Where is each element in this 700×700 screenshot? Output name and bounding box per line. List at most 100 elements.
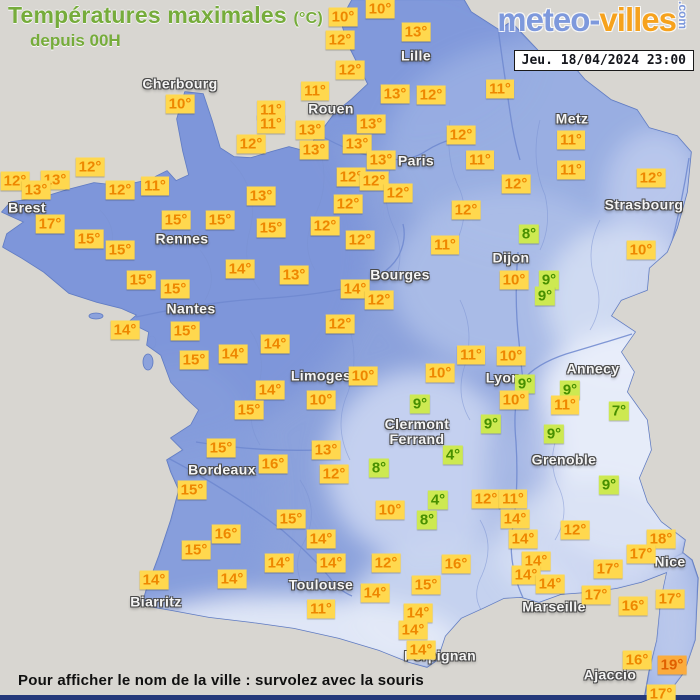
temp-badge[interactable]: 11° [551, 395, 579, 415]
temp-badge[interactable]: 12° [560, 520, 590, 540]
temp-badge[interactable]: 12° [451, 200, 481, 220]
temp-badge[interactable]: 13° [342, 134, 372, 154]
temp-badge[interactable]: 13° [401, 22, 431, 42]
temp-badge[interactable]: 11° [307, 599, 335, 619]
temp-badge[interactable]: 11° [141, 176, 169, 196]
temp-badge[interactable]: 13° [295, 120, 325, 140]
temp-badge[interactable]: 11° [457, 345, 485, 365]
temp-badge[interactable]: 14° [535, 574, 565, 594]
temp-badge[interactable]: 12° [325, 30, 355, 50]
temp-badge[interactable]: 10° [348, 366, 378, 386]
temp-badge[interactable]: 12° [310, 216, 340, 236]
temp-badge[interactable]: 14° [110, 320, 140, 340]
temp-badge[interactable]: 4° [442, 445, 464, 465]
temp-badge[interactable]: 12° [105, 180, 135, 200]
temp-badge[interactable]: 14° [306, 529, 336, 549]
temp-badge[interactable]: 12° [319, 464, 349, 484]
temp-badge[interactable]: 12° [359, 171, 389, 191]
temp-badge[interactable]: 14° [360, 583, 390, 603]
temp-badge[interactable]: 9° [538, 270, 560, 290]
temp-badge[interactable]: 16° [441, 554, 471, 574]
temp-badge[interactable]: 15° [177, 480, 207, 500]
temp-badge[interactable]: 11° [257, 114, 285, 134]
temp-badge[interactable]: 9° [598, 475, 620, 495]
temp-badge[interactable]: 15° [105, 240, 135, 260]
temp-badge[interactable]: 15° [160, 279, 190, 299]
temp-badge[interactable]: 14° [217, 569, 247, 589]
temp-badge[interactable]: 14° [508, 529, 538, 549]
temp-badge[interactable]: 11° [431, 235, 459, 255]
temp-badge[interactable]: 13° [366, 150, 396, 170]
temp-badge[interactable]: 17° [35, 214, 65, 234]
temp-badge[interactable]: 14° [500, 509, 530, 529]
temp-badge[interactable]: 12° [335, 60, 365, 80]
temp-badge[interactable]: 10° [306, 390, 336, 410]
temp-badge[interactable]: 19° [657, 655, 687, 675]
temp-badge[interactable]: 14° [398, 620, 428, 640]
temp-badge[interactable]: 14° [403, 603, 433, 623]
temp-badge[interactable]: 12° [325, 314, 355, 334]
temp-badge[interactable]: 15° [170, 321, 200, 341]
temp-badge[interactable]: 10° [375, 500, 405, 520]
temp-badge[interactable]: 14° [511, 565, 541, 585]
temp-badge[interactable]: 15° [181, 540, 211, 560]
temp-badge[interactable]: 12° [236, 134, 266, 154]
temp-badge[interactable]: 14° [255, 380, 285, 400]
temp-badge[interactable]: 13° [279, 265, 309, 285]
temp-badge[interactable]: 9° [534, 286, 556, 306]
temp-badge[interactable]: 15° [276, 509, 306, 529]
temp-badge[interactable]: 12° [75, 157, 105, 177]
temp-badge[interactable]: 8° [368, 458, 390, 478]
temp-badge[interactable]: 8° [518, 224, 540, 244]
temp-badge[interactable]: 14° [316, 553, 346, 573]
temp-badge[interactable]: 12° [345, 230, 375, 250]
temp-badge[interactable]: 15° [74, 229, 104, 249]
temp-badge[interactable]: 12° [416, 85, 446, 105]
temp-badge[interactable]: 11° [499, 489, 527, 509]
temp-badge[interactable]: 15° [205, 210, 235, 230]
temp-badge[interactable]: 10° [496, 346, 526, 366]
temp-badge[interactable]: 9° [543, 424, 565, 444]
temp-badge[interactable]: 16° [618, 596, 648, 616]
temp-badge[interactable]: 11° [486, 79, 514, 99]
temp-badge[interactable]: 13° [21, 180, 51, 200]
temp-badge[interactable]: 11° [557, 160, 585, 180]
temp-badge[interactable]: 12° [336, 167, 366, 187]
temp-badge[interactable]: 16° [622, 650, 652, 670]
temp-badge[interactable]: 13° [299, 140, 329, 160]
temp-badge[interactable]: 14° [218, 344, 248, 364]
temp-badge[interactable]: 13° [246, 186, 276, 206]
temp-badge[interactable]: 10° [365, 0, 395, 19]
temp-badge[interactable]: 14° [139, 570, 169, 590]
temp-badge[interactable]: 11° [301, 81, 329, 101]
temp-badge[interactable]: 17° [655, 589, 685, 609]
temp-badge[interactable]: 9° [480, 414, 502, 434]
temp-badge[interactable]: 15° [126, 270, 156, 290]
temp-badge[interactable]: 8° [416, 510, 438, 530]
logo[interactable]: meteo-villes.com [497, 1, 690, 39]
temp-badge[interactable]: 12° [333, 194, 363, 214]
temp-badge[interactable]: 16° [211, 524, 241, 544]
temp-badge[interactable]: 15° [179, 350, 209, 370]
temp-badge[interactable]: 13° [380, 84, 410, 104]
temp-badge[interactable]: 9° [559, 380, 581, 400]
temp-badge[interactable]: 17° [626, 544, 656, 564]
temp-badge[interactable]: 11° [466, 150, 494, 170]
temp-badge[interactable]: 10° [626, 240, 656, 260]
temp-badge[interactable]: 15° [234, 400, 264, 420]
temp-badge[interactable]: 12° [364, 290, 394, 310]
temp-badge[interactable]: 15° [256, 218, 286, 238]
temp-badge[interactable]: 7° [608, 401, 630, 421]
temp-badge[interactable]: 10° [425, 363, 455, 383]
temp-badge[interactable]: 17° [581, 585, 611, 605]
temp-badge[interactable]: 9° [514, 374, 536, 394]
temp-badge[interactable]: 13° [356, 114, 386, 134]
temp-badge[interactable]: 10° [499, 270, 529, 290]
temp-badge[interactable]: 12° [501, 174, 531, 194]
temp-badge[interactable]: 14° [340, 279, 370, 299]
temp-badge[interactable]: 14° [225, 259, 255, 279]
temp-badge[interactable]: 12° [371, 553, 401, 573]
temp-badge[interactable]: 10° [499, 390, 529, 410]
temp-badge[interactable]: 17° [646, 684, 676, 700]
temp-badge[interactable]: 12° [636, 168, 666, 188]
